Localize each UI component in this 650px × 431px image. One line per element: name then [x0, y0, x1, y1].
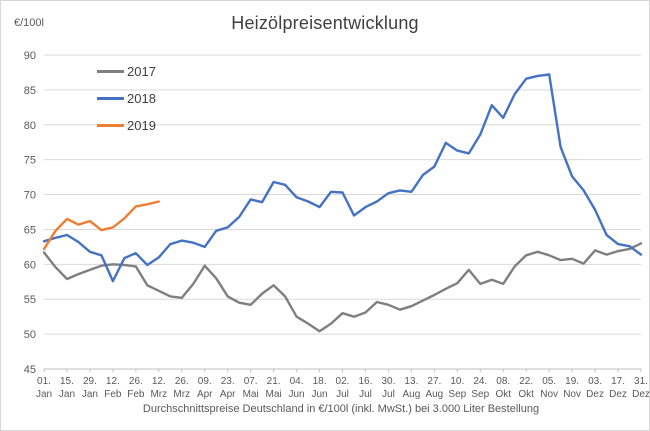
svg-text:85: 85 — [24, 85, 36, 97]
svg-text:08.Okt: 08. Okt — [495, 376, 511, 400]
series-line-2018 — [42, 73, 643, 283]
svg-text:15.Jan: 15. Jan — [59, 376, 75, 400]
svg-text:13.Aug: 13. Aug — [402, 376, 420, 400]
x-axis-tick-labels: 01. Jan 15. Jan 29. Jan 12. Feb 26. Feb 12. Mrz 26. M… — [36, 376, 650, 400]
svg-text:45: 45 — [24, 364, 36, 376]
x-axis-ticks — [43, 369, 642, 372]
legend-item-2018: 2018 — [97, 90, 156, 107]
svg-text:09.Apr: 09. Apr — [197, 376, 213, 400]
legend: 2017 2018 2019 — [97, 63, 156, 134]
svg-text:24.Sep: 24. Sep — [471, 376, 489, 400]
svg-text:90: 90 — [24, 50, 36, 62]
svg-text:12.Mrz: 12. Mrz — [150, 376, 167, 400]
svg-text:75: 75 — [24, 155, 36, 167]
svg-text:22.Okt: 22. Okt — [518, 376, 534, 400]
legend-swatch-2017 — [97, 70, 124, 73]
svg-text:26.Feb: 26. Feb — [127, 376, 145, 400]
legend-label-2019: 2019 — [127, 118, 156, 133]
svg-text:50: 50 — [24, 329, 36, 341]
svg-text:31.Dez: 31. Dez — [632, 376, 650, 400]
svg-text:70: 70 — [24, 190, 36, 202]
chart-subtitle: Durchschnittspreise Deutschland in €/100… — [142, 403, 540, 415]
legend-label-2018: 2018 — [127, 91, 156, 106]
svg-text:12.Feb: 12. Feb — [104, 376, 122, 400]
svg-text:23.Apr: 23. Apr — [220, 376, 236, 400]
svg-text:02.Jul: 02. Jul — [336, 376, 350, 400]
svg-text:03.Dez: 03. Dez — [586, 376, 604, 400]
svg-text:10.Sep: 10. Sep — [448, 376, 466, 400]
y-gridlines — [44, 54, 641, 370]
svg-text:05.Nov: 05. Nov — [540, 376, 558, 400]
svg-text:19.Nov: 19. Nov — [563, 376, 581, 400]
y-axis-unit-label: €/100l — [14, 17, 44, 29]
series-line-2019 — [42, 200, 161, 251]
svg-text:30.Jul: 30. Jul — [381, 376, 395, 400]
y-axis-tick-labels: 45 50 55 60 65 70 75 80 85 90 — [24, 50, 36, 376]
svg-text:80: 80 — [24, 120, 36, 132]
svg-text:29.Jan: 29. Jan — [82, 376, 98, 400]
svg-text:60: 60 — [24, 259, 36, 271]
chart-title: Heizölpreisentwicklung — [231, 13, 419, 33]
svg-text:17.Dez: 17. Dez — [609, 376, 627, 400]
svg-text:07.Mai: 07. Mai — [243, 376, 259, 400]
legend-swatch-2019 — [97, 124, 124, 127]
legend-label-2017: 2017 — [127, 64, 156, 79]
svg-text:55: 55 — [24, 294, 36, 306]
legend-item-2019: 2019 — [97, 117, 156, 134]
svg-text:65: 65 — [24, 224, 36, 236]
legend-swatch-2018 — [97, 97, 124, 100]
svg-text:01.Jan: 01. Jan — [36, 376, 52, 400]
svg-text:18.Jun: 18. Jun — [311, 376, 327, 400]
svg-text:21.Mai: 21. Mai — [266, 376, 282, 400]
svg-text:04.Jun: 04. Jun — [289, 376, 305, 400]
svg-text:16.Jul: 16. Jul — [359, 376, 373, 400]
legend-item-2017: 2017 — [97, 63, 156, 80]
svg-text:26.Mrz: 26. Mrz — [173, 376, 190, 400]
svg-text:27.Aug: 27. Aug — [425, 376, 443, 400]
series-line-2017 — [42, 242, 643, 333]
